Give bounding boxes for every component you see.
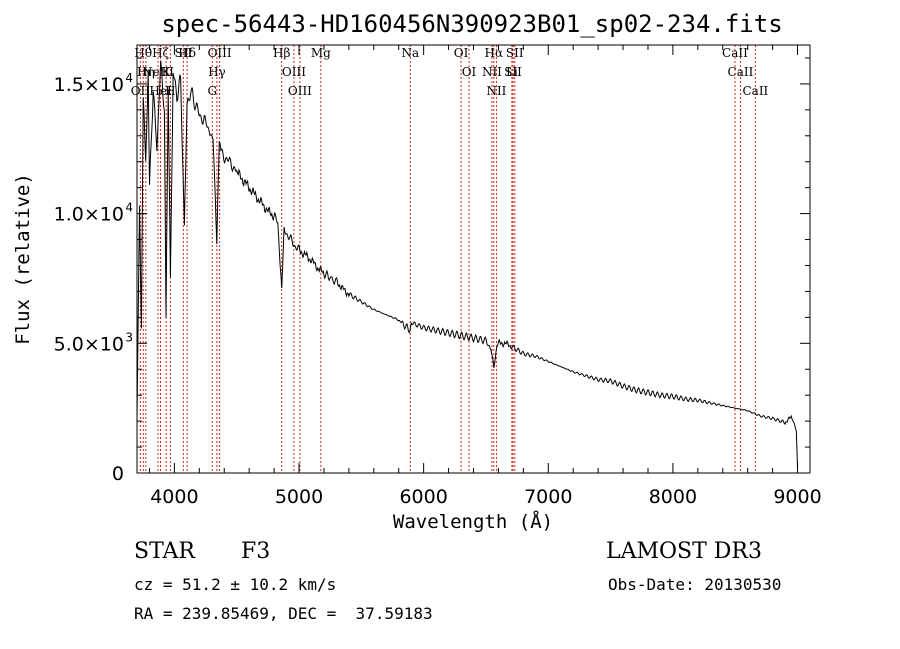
coordinates: RA = 239.85469, DEC = 37.59183: [134, 604, 433, 623]
x-axis: 4000 5000 6000 7000 8000 9000: [148, 45, 822, 508]
x-tick-label: 9000: [773, 486, 821, 508]
line-label: OIII: [288, 84, 312, 98]
line-label: SII: [175, 46, 193, 60]
survey-name: LAMOST DR3: [606, 539, 762, 564]
line-label: NII: [486, 84, 506, 98]
line-label: Hζ: [152, 46, 169, 60]
redshift-value: cz = 51.2 ± 10.2 km/s: [134, 575, 337, 594]
emission-lines: [139, 45, 756, 473]
line-label: SII: [504, 65, 522, 79]
line-label: Hγ: [208, 65, 226, 79]
line-label: CaII: [728, 65, 754, 79]
observation-date: Obs-Date: 20130530: [608, 575, 782, 594]
x-tick-label: 7000: [524, 486, 572, 508]
line-label: K: [162, 65, 172, 79]
object-class: STAR: [134, 539, 195, 564]
x-tick-label: 6000: [399, 486, 447, 508]
object-subclass: F3: [241, 539, 271, 564]
y-axis-label: Flux (relative): [12, 173, 34, 345]
spectrum-line: [136, 60, 798, 468]
line-label: Li: [506, 65, 518, 79]
chart-title: spec-56443-HD160456N390923B01_sp02-234.f…: [161, 10, 782, 38]
x-axis-label: Wavelength (Å): [393, 510, 553, 533]
line-label: SII: [506, 46, 524, 60]
plot-frame: [136, 44, 811, 474]
y-tick-label: 1.5×10: [54, 74, 124, 96]
line-label: Hθ: [134, 46, 152, 60]
y-tick-exponent: 4: [125, 201, 133, 215]
line-label: OI: [454, 46, 469, 60]
line-label: Hβ: [273, 46, 290, 60]
line-label: G: [207, 84, 217, 98]
emission-line-labels: Hθ Hη Hζ KH Hδ OIII Hγ G OII NeIII HeI SII Hβ OIII OII…: [131, 46, 769, 98]
line-label: HeI: [149, 84, 172, 98]
x-tick-label: 4000: [150, 486, 198, 508]
line-label: NII: [482, 65, 502, 79]
line-label: OII: [131, 84, 151, 98]
line-label: Hα: [485, 46, 504, 60]
y-tick-label: 1.0×10: [54, 204, 124, 226]
line-label: Na: [401, 46, 419, 60]
line-label: Hη: [137, 65, 155, 79]
y-tick-exponent: 4: [125, 71, 133, 85]
x-tick-label: 8000: [649, 486, 697, 508]
line-label: Hδ: [178, 46, 196, 60]
y-tick-label: 0: [112, 463, 124, 485]
line-label: CaII: [742, 84, 768, 98]
y-tick-label: 5.0×10: [54, 333, 124, 355]
y-tick-exponent: 3: [125, 330, 133, 344]
line-label: H: [165, 84, 175, 98]
line-label: CaII: [722, 46, 748, 60]
line-label: Mg: [311, 46, 331, 60]
line-label: OIII: [208, 46, 232, 60]
line-label: OI: [462, 65, 477, 79]
line-label: OIII: [282, 65, 306, 79]
line-label: NeIII: [142, 65, 174, 79]
x-tick-label: 5000: [275, 486, 323, 508]
y-axis: 05.0×10 31.0×10 41.5×10 4: [54, 57, 810, 485]
